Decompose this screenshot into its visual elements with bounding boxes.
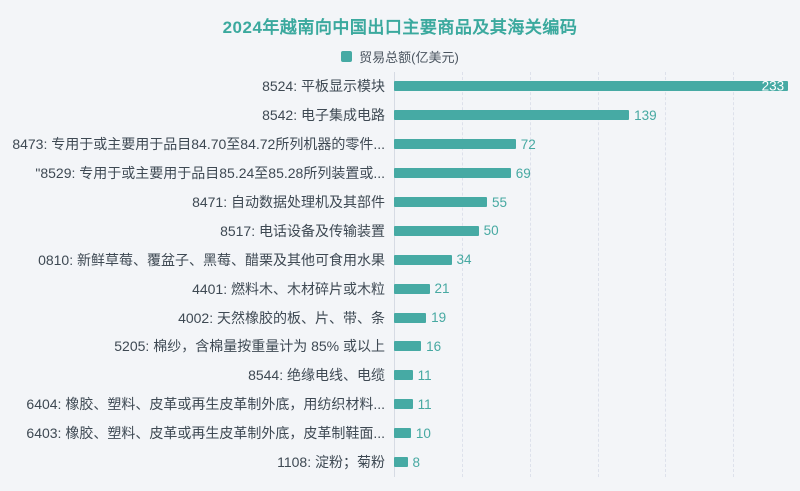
gridline bbox=[664, 72, 666, 477]
bar-track: 16 bbox=[394, 332, 800, 361]
bar-row: 4002: 天然橡胶的板、片、带、条 19 bbox=[0, 303, 800, 332]
bar-row: 6403: 橡胶、塑料、皮革或再生皮革制外底，皮革制鞋面... 10 bbox=[0, 419, 800, 448]
bar-track: 50 bbox=[394, 216, 800, 245]
category-label: 8542: 电子集成电路 bbox=[262, 107, 385, 124]
legend-label: 贸易总额(亿美元) bbox=[359, 50, 459, 65]
legend-square-icon bbox=[341, 51, 353, 62]
bar-track: 10 bbox=[394, 419, 800, 448]
bar[interactable] bbox=[394, 341, 422, 352]
bar[interactable] bbox=[394, 399, 413, 410]
value-label: 55 bbox=[492, 194, 508, 210]
bar-row: 4401: 燃料木、木材碎片或木粒 21 bbox=[0, 274, 800, 303]
bar-rows: 8524: 平板显示模块 233 8542: 电子集成电路 139 8473: 专用于或… bbox=[0, 72, 800, 476]
bar-track: 11 bbox=[394, 361, 800, 390]
value-label: 21 bbox=[434, 281, 450, 297]
bar-track: 19 bbox=[394, 303, 800, 332]
bar-row: 8544: 绝缘电线、电缆 11 bbox=[0, 361, 800, 390]
value-label: 233 bbox=[761, 78, 785, 94]
gridline bbox=[462, 72, 464, 477]
bar[interactable] bbox=[394, 197, 488, 207]
value-label: 139 bbox=[634, 107, 657, 123]
category-label: 0810: 新鲜草莓、覆盆子、黑莓、醋栗及其他可食用水果 bbox=[38, 251, 385, 268]
category-label: 5205: 棉纱，含棉量按重量计为 85% 或以上 bbox=[114, 338, 385, 355]
bar-row: 1108: 淀粉；菊粉 8 bbox=[0, 448, 800, 477]
bar-row: 0810: 新鲜草莓、覆盆子、黑莓、醋栗及其他可食用水果 34 bbox=[0, 245, 800, 274]
bar-row: 8542: 电子集成电路 139 bbox=[0, 101, 800, 130]
bar[interactable] bbox=[394, 457, 408, 468]
bar-track: 69 bbox=[394, 159, 800, 188]
bar-row: 5205: 棉纱，含棉量按重量计为 85% 或以上 16 bbox=[0, 332, 800, 361]
value-label: 72 bbox=[520, 136, 536, 152]
category-label: 8471: 自动数据处理机及其部件 bbox=[192, 194, 385, 210]
bar-track: 8 bbox=[394, 448, 800, 477]
category-label: 6403: 橡胶、塑料、皮革或再生皮革制外底，皮革制鞋面... bbox=[26, 425, 385, 442]
value-label: 69 bbox=[515, 165, 531, 181]
bar-row: 8517: 电话设备及传输装置 50 bbox=[0, 216, 800, 245]
bar-track: 233 bbox=[394, 72, 800, 101]
bar[interactable] bbox=[394, 370, 413, 381]
bar[interactable]: 233 bbox=[394, 78, 789, 94]
bar-track: 21 bbox=[394, 274, 800, 303]
bar[interactable] bbox=[394, 139, 516, 150]
value-label: 10 bbox=[415, 425, 431, 441]
value-label: 11 bbox=[417, 367, 432, 383]
bar-row: 8471: 自动数据处理机及其部件 55 bbox=[0, 188, 800, 217]
bar-track: 72 bbox=[394, 130, 800, 159]
chart-title: 2024年越南向中国出口主要商品及其海关编码 bbox=[222, 18, 578, 37]
category-label: 6404: 橡胶、塑料、皮革或再生皮革制外底，用纺织材料... bbox=[26, 396, 385, 413]
bar[interactable] bbox=[394, 428, 411, 439]
bar-track: 34 bbox=[394, 245, 800, 274]
bar[interactable] bbox=[394, 312, 427, 323]
bar-chart: 8524: 平板显示模块 233 8542: 电子集成电路 139 8473: 专用于或… bbox=[0, 72, 800, 491]
bar-row: 6404: 橡胶、塑料、皮革或再生皮革制外底，用纺织材料... 11 bbox=[0, 390, 800, 419]
bar-row: "8529: 专用于或主要用于品目85.24至85.28所列装置或... 69 bbox=[0, 159, 800, 188]
grid-layer bbox=[394, 72, 800, 477]
bar[interactable] bbox=[394, 110, 630, 121]
gridline bbox=[529, 72, 531, 477]
value-label: 19 bbox=[431, 310, 447, 326]
bar[interactable] bbox=[394, 254, 452, 265]
value-label: 8 bbox=[412, 454, 421, 470]
bar[interactable] bbox=[394, 168, 511, 179]
gridline bbox=[732, 72, 734, 477]
bar-row: 8473: 专用于或主要用于品目84.70至84.72所列机器的零件... 72 bbox=[0, 130, 800, 159]
legend[interactable]: 贸易总额(亿美元) bbox=[0, 47, 800, 66]
gridline bbox=[597, 72, 599, 477]
bar-track: 139 bbox=[394, 101, 800, 130]
value-label: 16 bbox=[426, 338, 442, 354]
bar-track: 55 bbox=[394, 188, 800, 217]
category-label: 8473: 专用于或主要用于品目84.70至84.72所列机器的零件... bbox=[12, 136, 385, 153]
category-label: 8517: 电话设备及传输装置 bbox=[220, 222, 385, 239]
bar[interactable] bbox=[394, 283, 430, 294]
category-label: "8529: 专用于或主要用于品目85.24至85.28所列装置或... bbox=[35, 165, 385, 182]
category-label: 8524: 平板显示模块 bbox=[262, 78, 385, 95]
value-label: 50 bbox=[483, 223, 499, 239]
value-label: 11 bbox=[417, 396, 432, 412]
value-label: 34 bbox=[456, 252, 472, 268]
category-label: 8544: 绝缘电线、电缆 bbox=[248, 367, 385, 384]
category-label: 4401: 燃料木、木材碎片或木粒 bbox=[192, 280, 385, 297]
category-label: 1108: 淀粉；菊粉 bbox=[277, 454, 385, 471]
bar[interactable] bbox=[394, 225, 479, 236]
bar-track: 11 bbox=[394, 390, 800, 419]
bar-row: 8524: 平板显示模块 233 bbox=[0, 72, 800, 101]
category-label: 4002: 天然橡胶的板、片、带、条 bbox=[178, 309, 385, 326]
